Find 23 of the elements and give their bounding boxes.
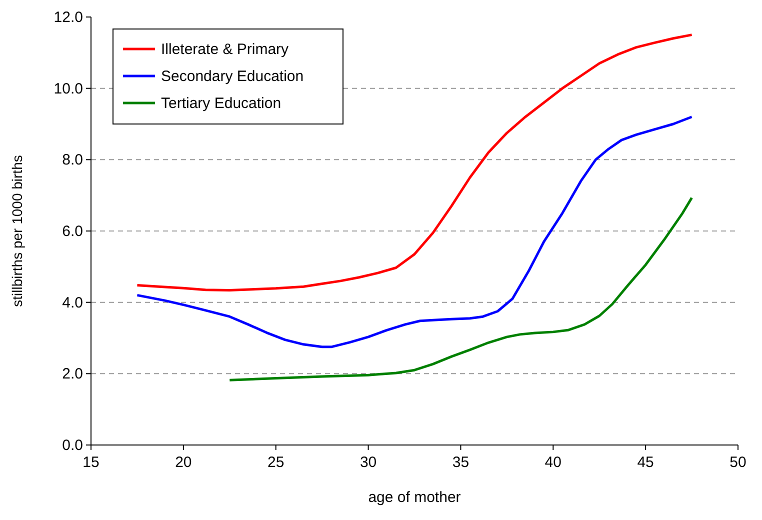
x-tick-label: 40 [544, 454, 562, 471]
x-tick-label: 45 [637, 454, 654, 471]
y-tick-label: 12.0 [54, 9, 83, 26]
y-tick-label: 6.0 [62, 223, 83, 240]
line-series [136, 34, 694, 292]
x-tick-label: 25 [268, 454, 284, 471]
x-tick-label: 20 [175, 454, 192, 471]
legend-label: Tertiary Education [161, 95, 282, 112]
y-tick-label: 8.0 [62, 152, 83, 169]
legend-label: Illeterate & Primary [161, 41, 290, 58]
y-tick-label: 2.0 [62, 366, 83, 383]
x-tick-label: 15 [82, 454, 100, 471]
x-tick-label: 30 [360, 454, 377, 471]
y-tick-label: 0.0 [62, 437, 83, 454]
line-series [136, 116, 694, 348]
legend-label: Secondary Education [161, 68, 304, 85]
y-tick-label: 10.0 [54, 80, 83, 98]
x-tick-label: 35 [452, 454, 470, 471]
y-tick-label: 4.0 [62, 294, 83, 312]
line-series [228, 196, 694, 382]
y-axis-title: stillbirths per 1000 births [9, 155, 25, 307]
x-axis-title: age of mother [368, 489, 461, 506]
x-tick-label: 50 [730, 454, 746, 471]
